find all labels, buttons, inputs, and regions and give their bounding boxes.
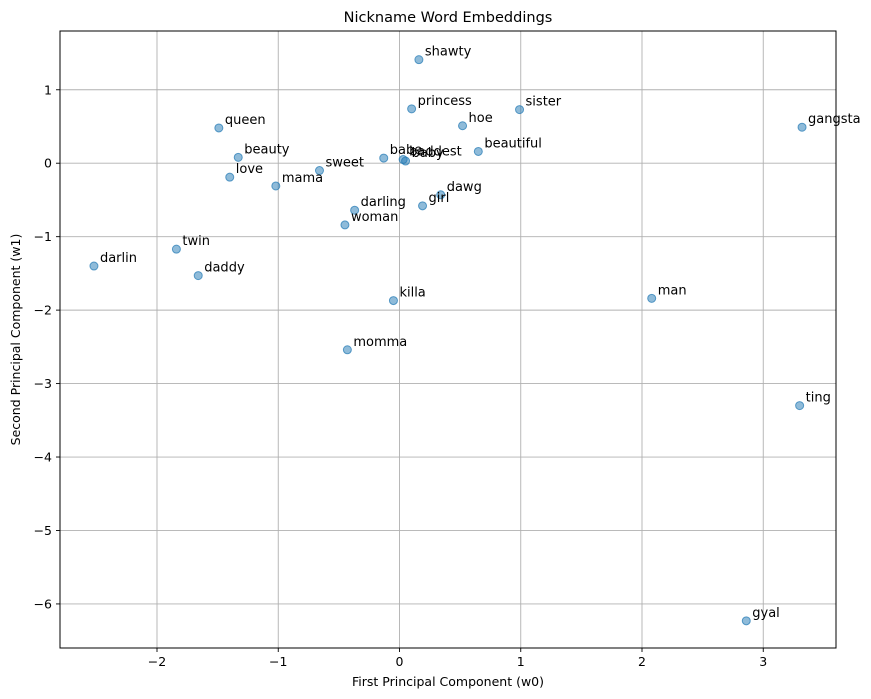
data-point-ting xyxy=(795,401,805,411)
data-point-sister xyxy=(515,105,525,115)
y-tick-label: 1 xyxy=(44,82,52,97)
y-axis-label: Second Principal Component (w1) xyxy=(8,234,23,446)
x-tick-label: 3 xyxy=(759,654,767,669)
point-label-baby: baby xyxy=(412,146,444,161)
point-label-hoe: hoe xyxy=(469,111,493,126)
y-tick-label: −2 xyxy=(34,303,52,318)
data-point-love xyxy=(225,172,235,182)
x-tick-label: 0 xyxy=(396,654,404,669)
point-label-princess: princess xyxy=(418,94,472,109)
y-tick-label: −3 xyxy=(34,376,52,391)
x-tick-label: 1 xyxy=(517,654,525,669)
data-point-queen xyxy=(214,123,224,133)
y-tick-label: −5 xyxy=(34,523,52,538)
x-tick-label: −2 xyxy=(148,654,166,669)
y-tick-label: 0 xyxy=(44,156,52,171)
point-label-baddest: baddest xyxy=(409,145,462,160)
data-point-beauty xyxy=(233,152,243,162)
data-point-baby xyxy=(401,156,411,166)
data-point-darling xyxy=(350,205,360,215)
point-label-woman: woman xyxy=(351,210,398,225)
grid-lines xyxy=(60,31,836,648)
data-point-gyal xyxy=(741,616,751,626)
point-label-sweet: sweet xyxy=(325,156,364,171)
point-label-queen: queen xyxy=(225,113,266,128)
y-tick-label: −6 xyxy=(34,596,52,611)
data-point-dawg xyxy=(436,190,446,200)
data-points xyxy=(89,55,807,626)
x-tick-label: −1 xyxy=(269,654,287,669)
chart-title: Nickname Word Embeddings xyxy=(344,10,553,26)
data-point-daddy xyxy=(193,271,203,281)
y-tick-label: −4 xyxy=(34,450,52,465)
axis-ticks: −2 −1 0 1 2 3 1 0 −1 −2 −3 −4 −5 −6 xyxy=(34,82,768,669)
data-point-mama xyxy=(271,181,281,191)
data-point-shawty xyxy=(414,55,424,65)
x-axis-label: First Principal Component (w0) xyxy=(352,674,544,689)
data-point-killa xyxy=(388,296,398,306)
point-label-darlin: darlin xyxy=(100,251,137,266)
data-point-beautiful xyxy=(473,146,483,156)
point-label-twin: twin xyxy=(182,234,210,249)
point-label-gangsta: gangsta xyxy=(808,112,861,127)
point-label-beauty: beauty xyxy=(244,142,290,157)
point-label-sister: sister xyxy=(526,95,562,110)
point-label-darling: darling xyxy=(361,195,406,210)
data-point-babe xyxy=(379,153,389,163)
data-point-man xyxy=(647,293,657,303)
data-point-sweet xyxy=(314,166,324,176)
data-point-girl xyxy=(418,201,428,211)
data-point-princess xyxy=(407,104,417,114)
point-label-killa: killa xyxy=(399,286,425,301)
point-label-dawg: dawg xyxy=(447,180,482,195)
point-label-babe: babe xyxy=(390,143,422,158)
data-point-darlin xyxy=(89,261,99,271)
point-label-daddy: daddy xyxy=(204,261,245,276)
point-labels: shawty princess sister hoe gangsta queen beaut… xyxy=(100,45,861,621)
point-label-shawty: shawty xyxy=(425,45,472,60)
data-point-gangsta xyxy=(797,122,807,132)
plot-frame xyxy=(59,30,837,649)
point-label-girl: girl xyxy=(429,191,450,206)
point-label-mama: mama xyxy=(282,171,323,186)
data-point-momma xyxy=(342,345,352,355)
x-tick-label: 2 xyxy=(638,654,646,669)
data-point-woman xyxy=(340,220,350,230)
data-point-hoe xyxy=(458,121,468,131)
point-label-gyal: gyal xyxy=(752,606,780,621)
y-tick-label: −1 xyxy=(34,229,52,244)
data-point-twin xyxy=(171,244,181,254)
point-label-ting: ting xyxy=(806,391,831,406)
point-label-momma: momma xyxy=(353,335,407,350)
point-label-man: man xyxy=(658,283,687,298)
point-label-love: love xyxy=(236,162,263,177)
point-label-beautiful: beautiful xyxy=(484,136,542,151)
